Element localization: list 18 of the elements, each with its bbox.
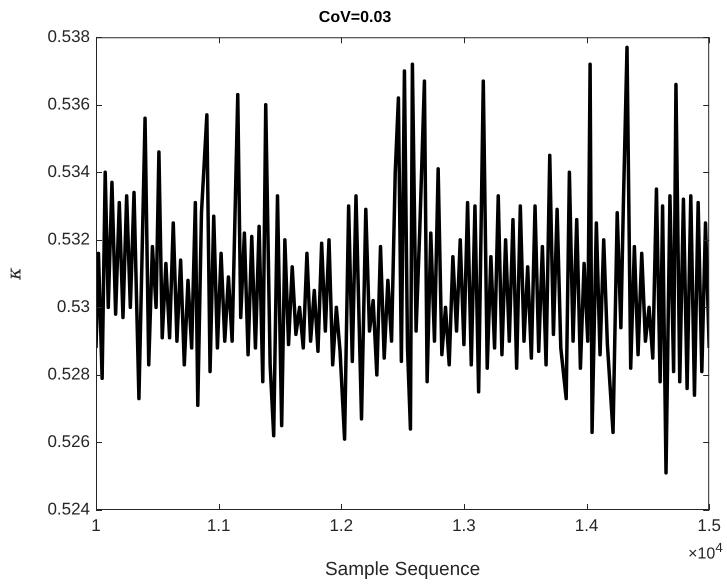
y-tick-label: 0.53 bbox=[56, 297, 90, 316]
y-tick-label: 0.532 bbox=[47, 230, 90, 249]
x-tick-label: 1.3 bbox=[452, 516, 476, 535]
x-tick-label: 1.2 bbox=[329, 516, 354, 535]
y-tick-label: 0.538 bbox=[47, 26, 90, 46]
y-tick-label: 0.534 bbox=[47, 162, 90, 181]
x-tick-label: 1.4 bbox=[574, 516, 598, 535]
x-tick-label: 1.5 bbox=[697, 516, 722, 535]
text: ×10$^{4}$ bbox=[688, 540, 723, 564]
chart-title: CoV=0.03 bbox=[318, 9, 392, 26]
y-tick-label: 0.524 bbox=[47, 500, 90, 519]
y-axis-title: κ bbox=[3, 266, 26, 281]
x-tick-label: 1.1 bbox=[206, 516, 230, 535]
x-tick-label: 1 bbox=[91, 516, 101, 535]
x-axis-title: Sample Sequence bbox=[324, 558, 480, 580]
y-tick-label: 0.536 bbox=[47, 94, 90, 114]
y-tick-label: 0.528 bbox=[47, 364, 90, 384]
y-tick-label: 0.526 bbox=[47, 432, 90, 452]
